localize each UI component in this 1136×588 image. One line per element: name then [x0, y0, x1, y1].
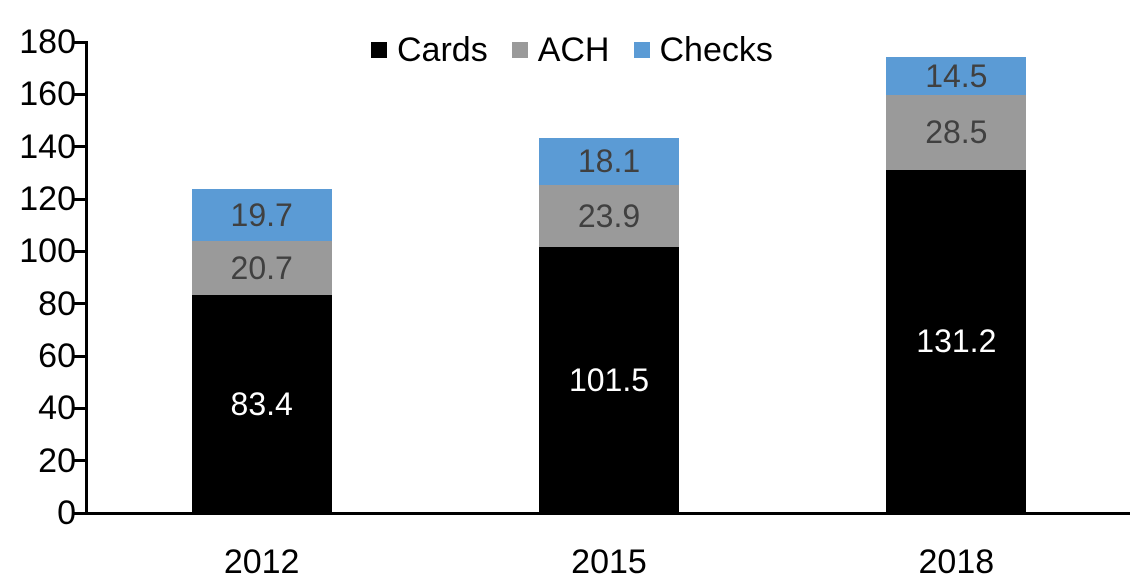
segment-value-label: 83.4 — [230, 385, 293, 422]
y-tick-mark — [74, 145, 88, 149]
y-axis-line — [85, 42, 88, 514]
legend-swatch-checks-icon — [633, 42, 650, 58]
bar-2018-segment-checks: 14.5 — [886, 57, 1027, 96]
segment-value-label: 131.2 — [916, 323, 997, 360]
bar-2015-segment-checks: 18.1 — [539, 137, 679, 185]
legend-label: Cards — [397, 31, 488, 69]
y-tick-label: 180 — [19, 23, 76, 61]
legend-swatch-cards-icon — [371, 42, 387, 58]
y-tick-mark — [74, 459, 88, 463]
bar-2018-segment-cards: 131.2 — [886, 169, 1027, 513]
y-tick-label: 100 — [19, 232, 76, 271]
y-tick-mark — [74, 92, 88, 96]
segment-value-label: 101.5 — [568, 362, 650, 399]
bar-2012-segment-ach: 20.7 — [191, 240, 332, 295]
y-tick-label: 80 — [38, 284, 76, 323]
legend-item-checks: Checks — [633, 31, 773, 69]
bar-2012-segment-cards: 83.4 — [191, 294, 332, 513]
bar-2015-segment-ach: 23.9 — [539, 184, 679, 248]
legend-item-ach: ACH — [511, 31, 610, 69]
bar-2018-segment-ach: 28.5 — [886, 95, 1027, 170]
bar-2012-segment-checks: 19.7 — [191, 189, 332, 241]
segment-value-label: 18.1 — [577, 143, 641, 180]
segment-value-label: 19.7 — [230, 196, 293, 233]
legend: Cards ACH Checks — [371, 33, 773, 67]
y-tick-label: 0 — [57, 494, 76, 532]
y-tick-mark — [74, 40, 88, 44]
y-tick-label: 120 — [19, 180, 76, 218]
y-tick-mark — [74, 354, 88, 358]
segment-value-label: 23.9 — [577, 198, 641, 235]
y-tick-label: 160 — [19, 75, 76, 114]
y-tick-mark — [74, 197, 88, 201]
y-tick-label: 60 — [38, 337, 76, 375]
y-tick-mark — [74, 302, 88, 306]
x-axis-line — [74, 512, 1130, 515]
x-category-label: 2018 — [918, 543, 995, 581]
segment-value-label: 20.7 — [230, 249, 293, 286]
bar-2015-segment-cards: 101.5 — [539, 247, 679, 513]
y-tick-label: 140 — [19, 127, 76, 166]
legend-item-cards: Cards — [371, 33, 488, 67]
legend-label: Checks — [659, 31, 773, 69]
y-tick-label: 20 — [38, 441, 76, 480]
y-tick-mark — [74, 249, 88, 253]
x-category-label: 2015 — [571, 543, 647, 581]
segment-value-label: 14.5 — [925, 58, 988, 95]
legend-swatch-ach-icon — [511, 42, 528, 58]
y-tick-label: 40 — [38, 389, 76, 428]
x-category-label: 2012 — [223, 543, 300, 581]
legend-label: ACH — [537, 31, 610, 69]
segment-value-label: 28.5 — [925, 114, 988, 151]
y-tick-mark — [74, 406, 88, 410]
